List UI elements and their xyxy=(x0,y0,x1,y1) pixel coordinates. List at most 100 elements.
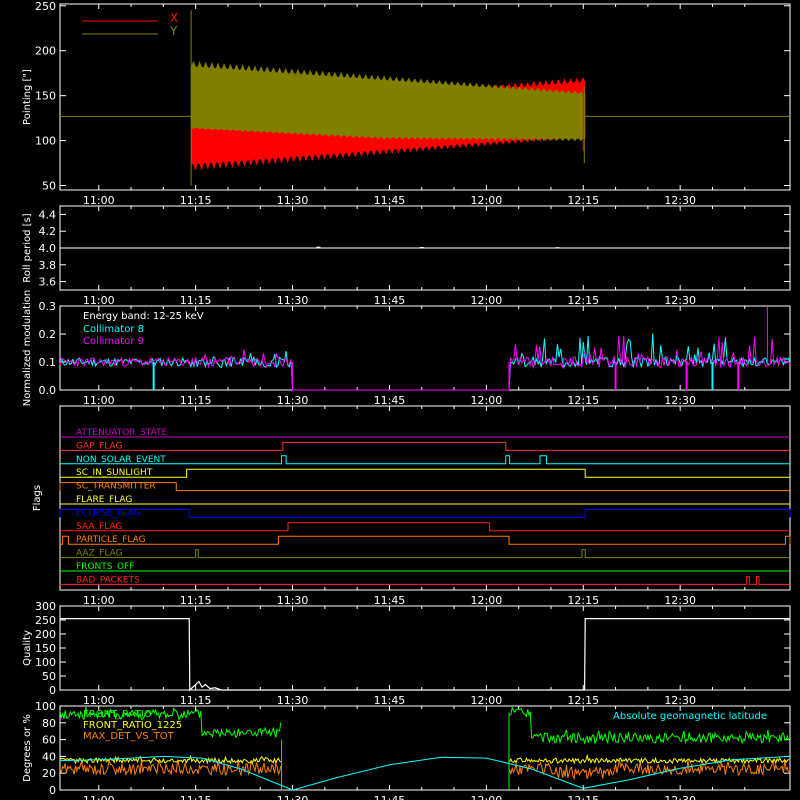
roll_period-xtick-label: 11:30 xyxy=(277,294,309,307)
detectors-ytick-label: 0 xyxy=(49,784,56,797)
quality-xtick-label: 12:15 xyxy=(567,694,599,707)
flag-line-particle_flag xyxy=(60,535,791,545)
roll_period-panel: 11:00 11:15 11:30 11:45 12:00 12:15 12:30 3.6 3.… xyxy=(22,205,791,307)
pointing-xtick-label: 11:15 xyxy=(180,194,212,207)
pointing-panel: 11:00 11:15 11:30 11:45 12:00 12:15 12:30 50 100… xyxy=(22,0,791,207)
modulation-xtick-label: 12:00 xyxy=(471,394,503,407)
flags-ylabel: Flags xyxy=(32,485,43,511)
quality-ytick-label: 200 xyxy=(35,628,56,641)
pointing-frame xyxy=(59,3,791,191)
flag-line-saa_flag xyxy=(60,522,790,532)
detectors-xtick-label: 12:30 xyxy=(664,794,696,800)
modulation-ytick-label: 0.3 xyxy=(39,300,57,313)
flag-label-fronts_off: FRONTS_OFF xyxy=(76,562,134,572)
roll_period-xtick-label: 12:15 xyxy=(567,294,599,307)
modulation-xtick-label: 12:30 xyxy=(664,394,696,407)
detectors-ytick-label: 40 xyxy=(42,750,56,763)
detectors-ytick-label: 100 xyxy=(35,700,56,713)
quality-xtick-label: 11:15 xyxy=(180,694,212,707)
quality-line xyxy=(60,618,790,692)
detector-geomagnetic-latitude xyxy=(59,755,791,791)
detectors-ytick-label: 60 xyxy=(42,734,56,747)
pointing-xtick-label: 12:00 xyxy=(471,194,503,207)
roll_period-xtick-label: 11:45 xyxy=(374,294,406,307)
pointing-xtick-label: 11:30 xyxy=(277,194,309,207)
detectors-xtick-label: 11:15 xyxy=(180,794,212,800)
roll_period-xtick-label: 11:00 xyxy=(83,294,115,307)
flags-xtick-label: 11:00 xyxy=(83,594,115,607)
roll_period-ytick-label: 3.8 xyxy=(39,259,57,272)
flag-label-gap_flag: GAP_FLAG xyxy=(76,441,122,451)
quality-ylabel: Quality xyxy=(22,630,33,666)
quality-xtick-label: 12:00 xyxy=(471,694,503,707)
quality-ytick-label: 50 xyxy=(42,670,56,683)
detectors-xtick-label: 12:15 xyxy=(567,794,599,800)
flag-line-non_solar_event xyxy=(60,455,790,465)
quality-xtick-label: 11:00 xyxy=(83,694,115,707)
flag-line-bad_packets xyxy=(60,575,790,585)
modulation-xtick-label: 11:30 xyxy=(277,394,309,407)
flag-label-aaz_flag: AAZ_FLAG xyxy=(76,549,123,559)
modulation-ytick-label: 0.0 xyxy=(39,384,57,397)
roll_period-ytick-label: 4.2 xyxy=(39,225,57,238)
detectors-xtick-label: 11:30 xyxy=(277,794,309,800)
legend-label-x: X xyxy=(170,11,178,25)
modulation-annotation: Energy band: 12-25 keV xyxy=(83,311,204,322)
flag-line-sc_transmitter xyxy=(59,482,790,492)
flags-frame xyxy=(59,405,791,591)
quality-panel: 11:00 11:15 11:30 11:45 12:00 12:15 12:30 05010… xyxy=(22,600,791,707)
modulation-xtick-label: 11:45 xyxy=(374,394,406,407)
flags-xtick-label: 12:15 xyxy=(567,594,599,607)
quality-xtick-label: 11:30 xyxy=(277,694,309,707)
pointing-ytick-label: 150 xyxy=(35,90,56,103)
detector-front_ratio xyxy=(59,706,790,745)
quality-ytick-label: 150 xyxy=(35,642,56,655)
y-series-band xyxy=(191,60,586,142)
pointing-xtick-label: 12:30 xyxy=(664,194,696,207)
flags-xtick-label: 12:30 xyxy=(664,594,696,607)
detectors-ytick-label: 20 xyxy=(42,767,56,780)
roll_period-xtick-label: 12:30 xyxy=(664,294,696,307)
pointing-ytick-label: 200 xyxy=(35,45,56,58)
roll_period-ytick-label: 4.0 xyxy=(39,242,57,255)
modulation-xtick-label: 12:15 xyxy=(567,394,599,407)
flag-line-sc_in_sunlight xyxy=(60,468,790,478)
quality-xtick-label: 12:30 xyxy=(664,694,696,707)
flag-label-non_solar_event: NON_SOLAR_EVENT xyxy=(76,455,166,465)
modulation-series-23 xyxy=(59,335,791,391)
roll_period-ytick-label: 4.4 xyxy=(39,208,57,221)
flag-line-gap_flag xyxy=(60,441,790,451)
pointing-xtick-label: 12:15 xyxy=(567,194,599,207)
quality-xtick-label: 11:45 xyxy=(374,694,406,707)
detector-legend-front-ratio: FRONT_RATIO xyxy=(83,709,152,720)
quality-ytick-label: 0 xyxy=(49,684,56,697)
flag-label-sc_transmitter: SC_TRANSMITTER xyxy=(76,482,156,492)
modulation-ylabel: Normalized modulation xyxy=(22,290,33,407)
flags-panel: 11:00 11:15 11:30 11:45 12:00 12:15 12:30 Flags… xyxy=(32,405,791,607)
detectors-xtick-label: 11:00 xyxy=(83,794,115,800)
flag-label-bad_packets: BAD_PACKETS xyxy=(76,575,140,585)
modulation-ytick-label: 0.2 xyxy=(39,328,57,341)
modulation-legend-0: Collimator 8 xyxy=(83,324,144,335)
pointing-xtick-label: 11:00 xyxy=(83,194,115,207)
flag-label-particle_flag: PARTICLE_FLAG xyxy=(76,535,146,545)
roll_period-ytick-label: 3.6 xyxy=(39,276,57,289)
quality-ytick-label: 300 xyxy=(35,600,56,613)
detectors-ylabel: Degrees or % xyxy=(22,714,33,782)
flag-line-eclipse_flag xyxy=(59,508,791,518)
detectors-panel: 11:00 11:15 11:30 11:45 12:00 12:15 12:30 0 20 40… xyxy=(22,700,791,800)
modulation-ytick-label: 0.1 xyxy=(39,356,57,369)
legend-label-y: Y xyxy=(169,24,178,38)
flags-xtick-label: 11:15 xyxy=(180,594,212,607)
modulation-legend-1: Collimator 9 xyxy=(83,336,144,347)
roll_period-xtick-label: 12:00 xyxy=(471,294,503,307)
flag-label-saa_flag: SAA_FLAG xyxy=(76,522,122,532)
flag-label-attenuator_state: ATTENUATOR_STATE xyxy=(76,428,168,438)
quality-ytick-label: 100 xyxy=(35,656,56,669)
pointing-ytick-label: 50 xyxy=(42,180,56,193)
detector-max_det_vs_tot xyxy=(59,758,790,781)
pointing-ytick-label: 100 xyxy=(35,135,56,148)
quality-ytick-label: 250 xyxy=(35,614,56,627)
roll_period-xtick-label: 11:15 xyxy=(180,294,212,307)
